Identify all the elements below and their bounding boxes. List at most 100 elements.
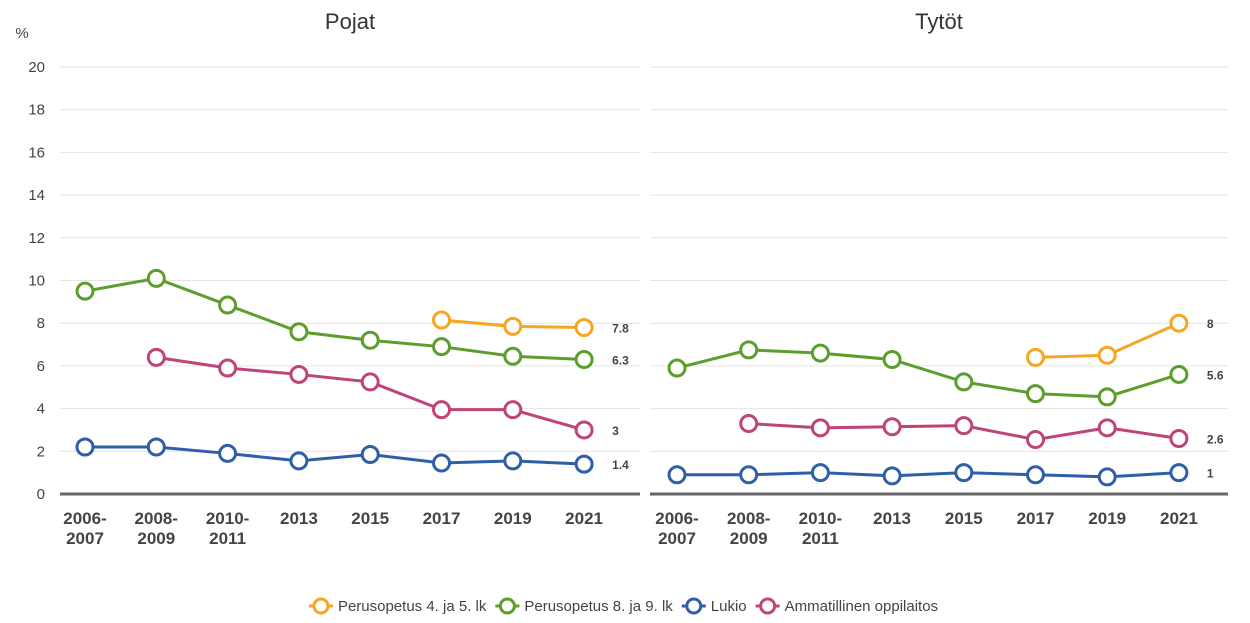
point	[432, 400, 451, 420]
y-tick-label: 0	[37, 486, 45, 503]
point	[1026, 347, 1045, 367]
end-label: 7.8	[612, 321, 629, 335]
legend-label: Perusopetus 8. ja 9. lk	[524, 598, 673, 615]
legend-marker	[685, 597, 703, 615]
point	[1097, 387, 1117, 407]
point	[954, 416, 974, 436]
x-tick-label-part: 2008-	[727, 509, 770, 528]
series-line	[676, 348, 1180, 399]
y-tick-label: 12	[28, 230, 45, 247]
point	[432, 453, 451, 473]
point	[1169, 313, 1189, 333]
point	[289, 322, 309, 342]
x-tick-label: 2008-2009	[727, 509, 770, 548]
end-label: 3	[612, 424, 619, 438]
point	[146, 347, 166, 367]
x-tick-label-part: 2010-	[206, 509, 249, 528]
x-tick-label-part: 2010-	[799, 509, 842, 528]
x-tick-label: 2021	[1160, 509, 1198, 528]
legend-marker	[759, 597, 777, 615]
point	[810, 343, 830, 363]
point	[954, 372, 974, 392]
x-tick-label-part: 2011	[802, 529, 839, 548]
y-tick-label: 18	[28, 102, 45, 119]
point	[289, 451, 309, 471]
point	[574, 454, 594, 474]
legend-label: Ammatillinen oppilaitos	[785, 598, 938, 615]
point	[882, 417, 902, 437]
x-tick-label-part: 2007	[66, 529, 104, 548]
end-label: 1	[1207, 467, 1214, 481]
y-tick-label: 6	[37, 358, 45, 375]
x-tick-label-part: 2011	[209, 529, 246, 548]
y-tick-label: 14	[28, 187, 45, 204]
x-tick-label: 2017	[1017, 509, 1055, 528]
legend-marker	[498, 597, 516, 615]
x-tick-label-part: 2009	[730, 529, 768, 548]
point	[574, 420, 594, 440]
point	[75, 437, 95, 457]
legend-marker	[312, 597, 330, 615]
x-tick-label-part: 2008-	[135, 509, 178, 528]
point	[1169, 364, 1189, 384]
series-line	[85, 445, 585, 466]
point	[360, 372, 380, 392]
x-tick-label-part: 2006-	[63, 509, 106, 528]
point	[954, 463, 974, 483]
point	[1097, 345, 1117, 365]
point	[432, 310, 451, 330]
x-tick-label: 2010-2011	[206, 509, 249, 548]
x-tick-label: 2017	[423, 509, 461, 528]
y-axis-label: %	[15, 25, 28, 42]
point	[289, 364, 309, 384]
point	[574, 317, 594, 337]
point	[882, 349, 902, 369]
series-line	[84, 276, 585, 361]
x-tick-label: 2008-2009	[135, 509, 178, 548]
end-label: 1.4	[612, 458, 629, 472]
y-tick-label: 10	[28, 273, 45, 290]
point	[574, 349, 594, 369]
x-tick-label: 2013	[873, 509, 911, 528]
point	[1097, 418, 1117, 438]
x-tick-label: 2013	[280, 509, 318, 528]
y-tick-label: 2	[37, 443, 45, 460]
panel-title: Tytöt	[915, 9, 963, 34]
end-label: 8	[1207, 317, 1214, 331]
point	[739, 414, 759, 434]
point	[1026, 430, 1045, 450]
y-tick-label: 4	[37, 401, 45, 418]
point	[667, 465, 687, 485]
point	[1169, 428, 1189, 448]
point	[503, 400, 523, 420]
point	[810, 418, 830, 438]
point	[1026, 384, 1045, 404]
x-tick-label: 2021	[565, 509, 603, 528]
x-tick-label: 2006-2007	[655, 509, 698, 548]
x-tick-label-part: 2006-	[655, 509, 698, 528]
point	[146, 437, 166, 457]
x-tick-label: 2006-2007	[63, 509, 106, 548]
legend-label: Lukio	[711, 598, 747, 615]
point	[360, 445, 380, 465]
point	[1026, 465, 1045, 485]
point	[146, 268, 166, 288]
y-tick-label: 20	[28, 59, 45, 76]
x-tick-label: 2015	[351, 509, 389, 528]
point	[218, 295, 238, 315]
point	[503, 316, 523, 336]
point	[432, 337, 451, 357]
x-tick-label-part: 2009	[137, 529, 175, 548]
point	[503, 346, 523, 366]
y-tick-label: 16	[28, 144, 45, 161]
point	[1169, 463, 1189, 483]
x-tick-label: 2010-2011	[799, 509, 842, 548]
series-line	[677, 471, 1179, 479]
end-label: 6.3	[612, 353, 629, 367]
point	[1097, 467, 1117, 487]
point	[218, 358, 238, 378]
point	[667, 358, 687, 378]
legend-label: Perusopetus 4. ja 5. lk	[338, 598, 487, 615]
end-label: 5.6	[1207, 368, 1224, 382]
